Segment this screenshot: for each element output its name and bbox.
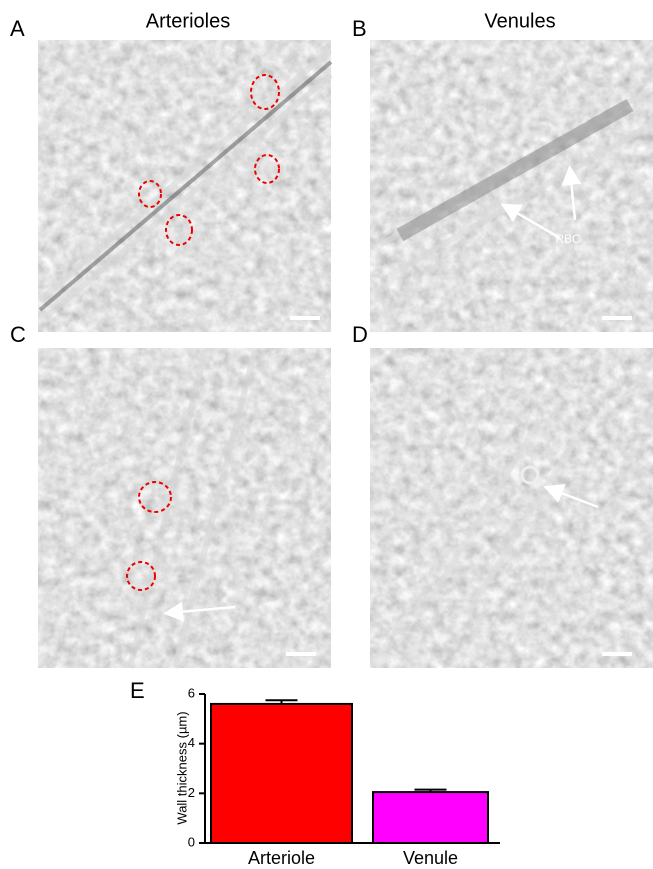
y-axis-label: Wall thickness (µm) [174, 711, 189, 824]
column-title: Arterioles [146, 10, 230, 32]
panel-b-image: RBC [370, 40, 653, 332]
panel-label: C [10, 322, 26, 347]
panel-label: A [10, 16, 25, 41]
y-tick-label: 0 [188, 834, 195, 849]
panel-label: D [352, 322, 368, 347]
x-tick-label: Venule [403, 848, 458, 868]
y-tick-label: 6 [188, 685, 195, 700]
column-title: Venules [484, 10, 555, 32]
panel-label: B [352, 16, 367, 41]
figure: RBC A B C D Arterioles Venules E Wall th… [0, 0, 653, 869]
bar [211, 704, 352, 843]
bar [373, 792, 488, 843]
y-tick-label: 2 [188, 785, 195, 800]
panel-a-image [38, 40, 331, 332]
panel-c-image [38, 348, 331, 668]
y-tick-label: 4 [188, 735, 195, 750]
panel-d-image [370, 348, 653, 668]
x-tick-label: Arteriole [248, 848, 315, 868]
panel-label: E [130, 678, 145, 703]
annotation: RBC [555, 232, 581, 246]
